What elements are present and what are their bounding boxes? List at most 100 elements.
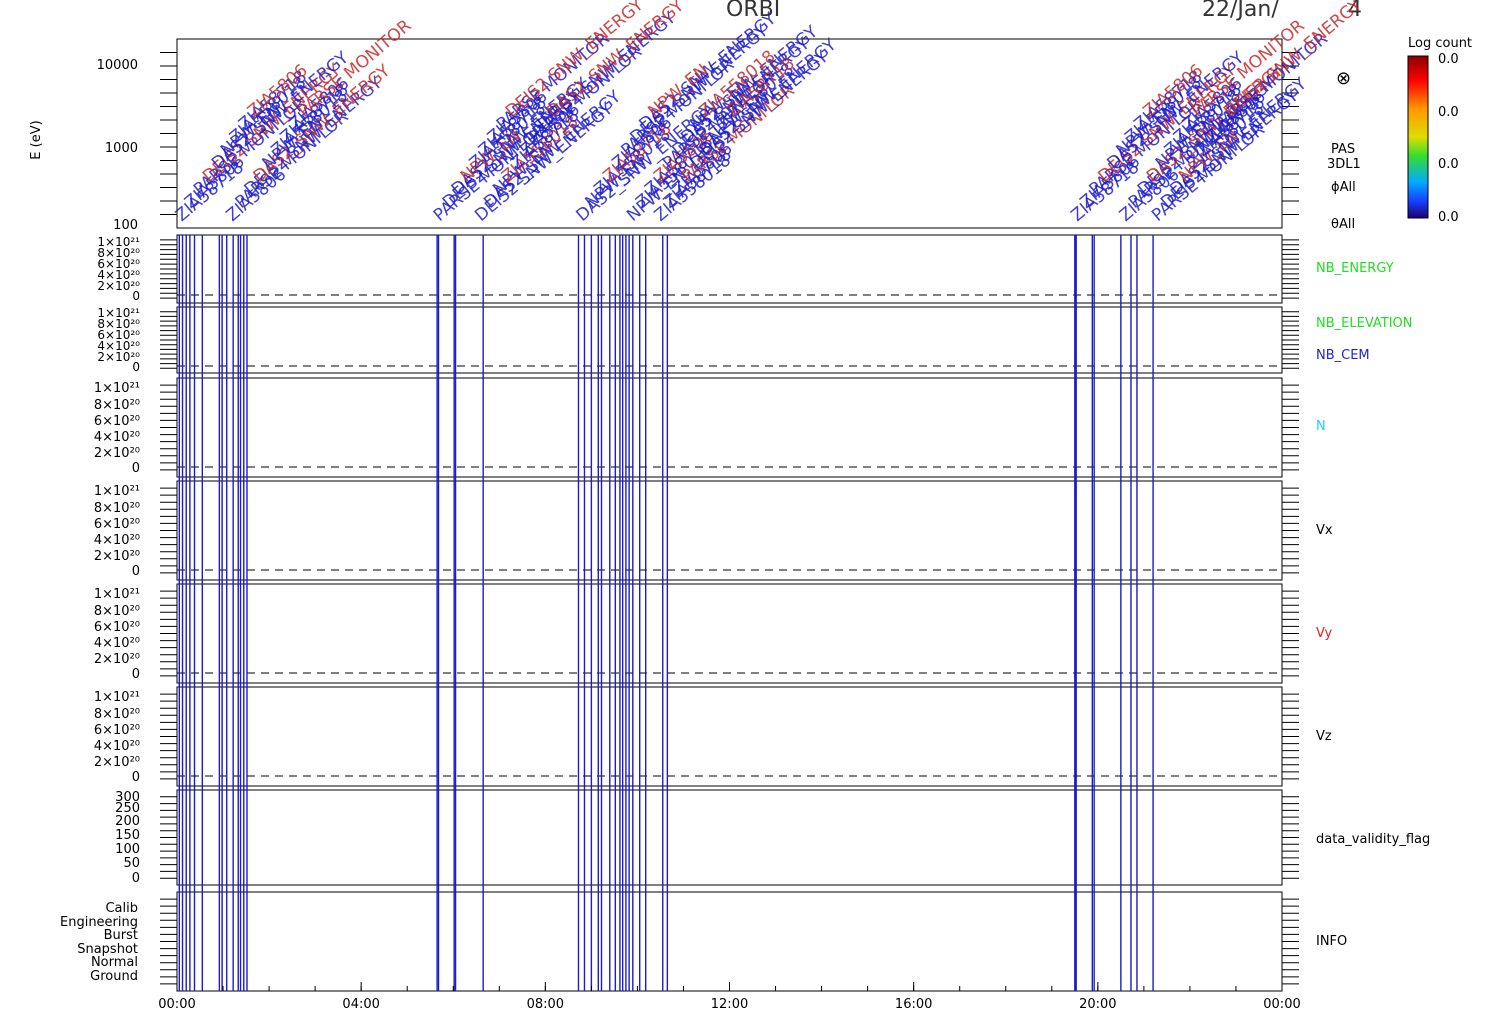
line-panels [176,234,1283,992]
panel-vy [176,583,1283,684]
label-n: N [1316,419,1326,434]
validity-yticks: 300 250 200 150 100 50 0 [115,790,140,886]
axis-ticks [160,52,1299,985]
spectrogram-ylabel: E (eV) [29,120,44,159]
ytick: 2×10²⁰ [97,350,140,364]
ytick: 4×10²⁰ [94,430,140,445]
ytick: Snapshot [77,942,138,957]
ytick: 6×10²⁰ [94,620,140,635]
panel-n [176,377,1283,478]
ytick: 6×10²⁰ [97,328,140,342]
ytick: 8×10²⁰ [97,317,140,331]
panel-data-validity [176,789,1283,886]
colorbar-tick: 0.0 [1438,105,1459,120]
label-vz: Vz [1316,729,1332,744]
x-axis: 00:00 04:00 08:00 12:00 16:00 20:00 00:00 [158,982,1301,1012]
panel-nb-energy [176,234,1283,304]
ytick: 4×10²⁰ [94,739,140,754]
xtick-label: 12:00 [711,997,748,1012]
ytick: 1×10²¹ [94,381,140,396]
spectrogram-side-label: 3DL1 [1327,157,1361,172]
vx-yticks: 1×10²¹ 8×10²⁰ 6×10²⁰ 4×10²⁰ 2×10²⁰ 0 [94,484,140,579]
ytick: 6×10²⁰ [97,257,140,271]
date-suffix: 4 [1348,0,1362,22]
ytick: 100 [115,842,140,857]
ytick: 0 [132,360,140,374]
ytick: 2×10²⁰ [94,446,140,461]
ytick: Ground [90,969,138,984]
spectrogram-ytick: 100 [113,218,138,233]
ytick: 2×10²⁰ [94,549,140,564]
xtick-label: 00:00 [1263,997,1300,1012]
ytick: 250 [115,801,140,816]
label-data-validity: data_validity_flag [1316,832,1430,847]
ytick: 4×10²⁰ [97,339,140,353]
ytick: 0 [132,461,140,476]
xtick-label: 04:00 [342,997,379,1012]
ytick: Normal [91,955,138,970]
date-fragment: 22/Jan/ [1202,0,1279,22]
nb-elevation-yticks: 1×10²¹ 8×10²⁰ 6×10²⁰ 4×10²⁰ 2×10²⁰ 0 [97,306,140,374]
spectrogram-side-label: θAll [1331,217,1355,232]
ytick: 2×10²⁰ [94,652,140,667]
ytick: 6×10²⁰ [94,723,140,738]
ytick: 4×10²⁰ [94,533,140,548]
zero-lines [177,294,1282,777]
xtick-label: 00:00 [158,997,195,1012]
ytick: 8×10²⁰ [94,398,140,413]
info-yticks: Calib Engineering Burst Snapshot Normal … [60,901,138,984]
spectrogram-side-label: PAS [1331,142,1355,157]
panel-vx [176,480,1283,581]
colorbar-tick: 0.0 [1438,52,1459,67]
xtick-label: 16:00 [895,997,932,1012]
ytick: 200 [115,814,140,829]
ytick: 150 [115,828,140,843]
n-yticks: 1×10²¹ 8×10²⁰ 6×10²⁰ 4×10²⁰ 2×10²⁰ 0 [94,381,140,476]
label-nb-elevation: NB_ELEVATION [1316,316,1413,331]
label-vy: Vy [1316,626,1333,641]
event-markers [178,235,1154,991]
colorbar-title: Log count [1408,36,1472,51]
ytick: 0 [132,871,140,886]
title-fragment: ORBI [726,0,780,22]
spectrogram-ytick: 10000 [97,58,138,73]
ytick: 8×10²⁰ [97,246,140,260]
colorbar [1407,55,1429,219]
colorbar-ticks: 0.0 0.0 0.0 0.0 [1438,52,1459,225]
ytick: 1×10²¹ [94,690,140,705]
ytick: 4×10²⁰ [94,636,140,651]
label-nb-cem: NB_CEM [1316,348,1370,363]
label-nb-energy: NB_ENERGY [1316,261,1394,276]
ytick: 0 [132,564,140,579]
ytick: 1×10²¹ [97,306,140,320]
nb-energy-yticks: 1×10²¹ 8×10²⁰ 6×10²⁰ 4×10²⁰ 2×10²⁰ 0 [97,235,140,303]
xtick-label: 08:00 [527,997,564,1012]
ytick: 1×10²¹ [97,235,140,249]
ytick: 0 [132,667,140,682]
panel-vz [176,686,1283,787]
ytick: 8×10²⁰ [94,501,140,516]
panel-info [176,891,1283,992]
ytick: 1×10²¹ [94,484,140,499]
ytick: 4×10²⁰ [97,268,140,282]
colorbar-tick: 0.0 [1438,157,1459,172]
ytick: 8×10²⁰ [94,707,140,722]
colorbar-tick: 0.0 [1438,210,1459,225]
ytick: 2×10²⁰ [94,755,140,770]
spectrogram-side-label: ϕAll [1331,180,1356,195]
xtick-label: 20:00 [1079,997,1116,1012]
ytick: Burst [104,928,138,943]
ytick: 8×10²⁰ [94,604,140,619]
ytick: 300 [115,790,140,805]
ytick: 0 [132,289,140,303]
ytick: 1×10²¹ [94,587,140,602]
ytick: 6×10²⁰ [94,414,140,429]
otimes-symbol: ⊗ [1336,68,1351,89]
vz-yticks: 1×10²¹ 8×10²⁰ 6×10²⁰ 4×10²⁰ 2×10²⁰ 0 [94,690,140,785]
ytick: 0 [132,770,140,785]
spectrogram-ytick: 1000 [105,141,138,156]
ytick: 50 [123,856,140,871]
vy-yticks: 1×10²¹ 8×10²⁰ 6×10²⁰ 4×10²⁰ 2×10²⁰ 0 [94,587,140,682]
